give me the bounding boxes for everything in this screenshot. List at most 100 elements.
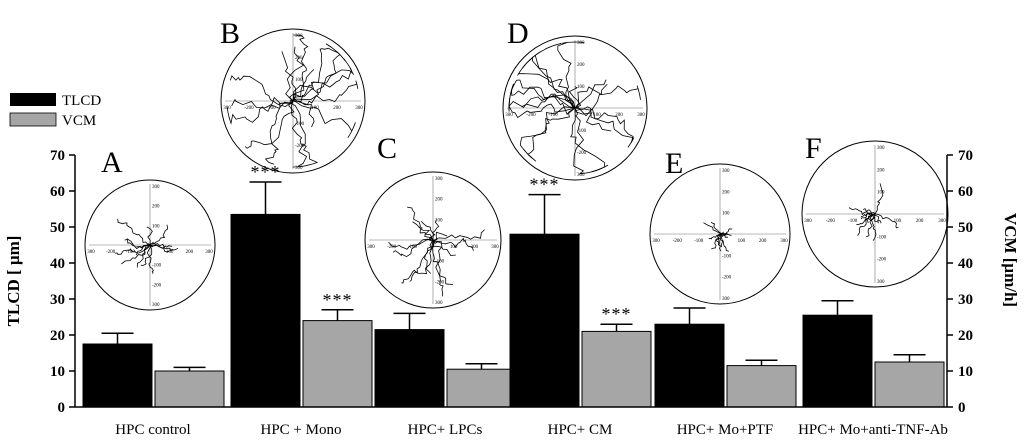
inset-trajectory <box>509 79 576 116</box>
inset-trajectory <box>292 47 346 102</box>
inset-tick-label-v: -100 <box>577 129 587 134</box>
bar-vcm <box>874 361 945 408</box>
inset-trajectory <box>508 94 576 119</box>
inset-trajectory <box>574 83 608 109</box>
y2-tick-label: 70 <box>958 148 973 164</box>
inset-trajectory <box>424 239 435 274</box>
y2-tick-label: 20 <box>958 328 973 344</box>
inset-tick-label: 300 <box>367 245 375 250</box>
inset-tick-label: 300 <box>491 245 499 250</box>
inset-trajectory <box>574 106 635 148</box>
inset-tick-label-v: 300 <box>577 173 585 178</box>
inset-trajectory <box>290 100 319 168</box>
inset-trajectory <box>292 58 354 102</box>
bar-vcm <box>726 365 797 408</box>
inset-trajectory <box>392 238 434 258</box>
inset-tick-label-v: 300 <box>877 146 885 151</box>
inset-trajectory <box>412 221 434 241</box>
inset-tick-label-v: 200 <box>722 190 730 195</box>
inset-tick-label-v: 100 <box>877 191 885 196</box>
inset-tick-label-v: 200 <box>152 205 160 210</box>
inset-trajectory <box>140 244 153 266</box>
inset-tick-label-v: -200 <box>295 144 305 149</box>
inset-tick-label: -200 <box>526 113 536 118</box>
inset-trajectory <box>519 107 576 159</box>
category-label: HPC control <box>115 422 190 438</box>
inset-trajectory <box>431 240 454 285</box>
inset-tick-label-v: -200 <box>152 283 162 288</box>
inset-tick-label: 300 <box>87 250 95 255</box>
inset-trajectory <box>146 244 154 274</box>
inset-tick-label-v: 300 <box>435 177 443 182</box>
y2-tick-label: 10 <box>958 364 973 380</box>
inset-tick-label: 300 <box>637 113 645 118</box>
inset-trajectory <box>860 211 876 218</box>
inset-tick-label-v: 100 <box>435 218 443 223</box>
y2-tick-label: 30 <box>958 292 973 308</box>
inset-trajectory <box>573 107 606 175</box>
significance-marker: *** <box>530 175 560 195</box>
inset-tick-label-v: 100 <box>152 224 160 229</box>
bar-tlcd <box>374 329 445 408</box>
inset-trajectory <box>869 213 877 241</box>
inset-trajectory <box>149 224 169 246</box>
inset-tick-label: -200 <box>826 219 836 224</box>
inset-tick-label: 100 <box>450 245 458 250</box>
significance-marker: *** <box>251 162 281 182</box>
inset-trajectory <box>874 183 884 215</box>
y-tick-label: 60 <box>50 184 65 200</box>
bar-vcm <box>581 330 652 408</box>
inset-trajectory <box>517 51 576 109</box>
inset-tick-label-v: 100 <box>722 212 730 217</box>
inset-trajectory <box>710 221 721 235</box>
inset-tick-label: 200 <box>916 219 924 224</box>
inset-tick-label-v: -100 <box>722 254 732 259</box>
inset-trajectory <box>292 100 315 128</box>
inset-tick-label: -200 <box>244 106 254 111</box>
y2-tick-label: 40 <box>958 256 973 272</box>
y2-tick-label: 50 <box>958 220 973 236</box>
inset-tick-label: -200 <box>387 245 397 250</box>
inset-tick-label: 200 <box>333 106 341 111</box>
inset-tick-label-v: -200 <box>877 258 887 263</box>
inset-tick-label: -100 <box>266 106 276 111</box>
legend-label-tlcd: TLCD <box>62 93 101 109</box>
inset-trajectory <box>115 244 151 255</box>
inset-trajectory <box>149 244 179 253</box>
panel-letter: A <box>101 146 123 179</box>
inset-tick-label: 200 <box>615 113 623 118</box>
inset-trajectory <box>873 213 882 224</box>
inset-trajectory <box>574 85 641 117</box>
inset-trajectory <box>149 241 173 251</box>
inset-trajectory <box>409 239 435 282</box>
inset-trajectory <box>429 219 440 241</box>
inset-tick-label-v: 300 <box>577 41 585 46</box>
inset-tick-label: -200 <box>673 239 683 244</box>
inset-trajectory <box>292 67 352 102</box>
inset-trajectory <box>861 212 876 220</box>
inset-trajectory <box>146 226 153 246</box>
inset-tick-label-v: -100 <box>152 264 162 269</box>
bar-vcm <box>302 320 373 408</box>
inset-tick-label: -100 <box>848 219 858 224</box>
inset-tick-label: 300 <box>505 113 513 118</box>
inset-tick-label: 300 <box>780 239 788 244</box>
legend-label-vcm: VCM <box>62 113 96 129</box>
category-label: HPC+ CM <box>548 422 613 438</box>
inset-tick-label: 200 <box>186 250 194 255</box>
inset-tick-label-v: -200 <box>722 276 732 281</box>
inset-tick-label-v: -200 <box>577 151 587 156</box>
inset-trajectory <box>574 108 612 132</box>
inset-tick-label-v: -100 <box>435 260 445 265</box>
inset-tick-label-v: 300 <box>152 185 160 190</box>
inset-tick-label: 100 <box>894 219 902 224</box>
category-label: HPC + Mono <box>261 422 342 438</box>
inset-tick-label: -200 <box>106 250 116 255</box>
category-label: HPC+ Mo+anti-TNF-Ab <box>798 422 948 438</box>
inset-tick-label-v: 300 <box>295 34 303 39</box>
inset-trajectory <box>281 51 297 102</box>
inset-tick-label-v: 300 <box>152 303 160 308</box>
inset-tick-label: 100 <box>738 239 746 244</box>
inset-tick-label-v: 300 <box>722 297 730 302</box>
inset-trajectory <box>719 231 729 236</box>
